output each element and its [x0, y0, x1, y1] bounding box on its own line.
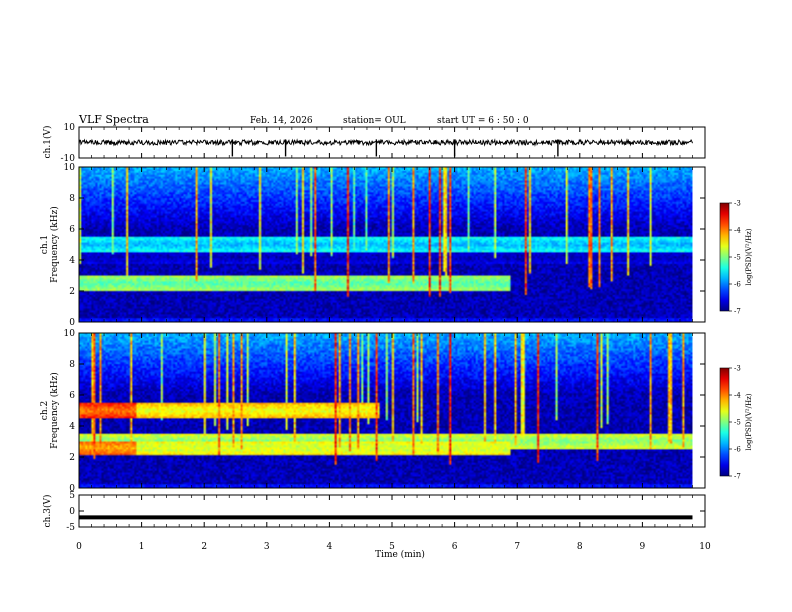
y-tick-label: 4 — [69, 422, 75, 432]
ch2-spectrogram-ylabel: Frequency (kHz) — [49, 372, 60, 449]
ch1-spectrogram-colorbar-label: log(PSD)(V²/Hz) — [745, 228, 753, 285]
ch1-trace — [78, 138, 693, 147]
y-tick-label: 8 — [69, 194, 75, 204]
x-tick-label: 5 — [389, 542, 395, 552]
start-ut-label: start UT = 6 : 50 : 0 — [437, 116, 529, 126]
ch3-ylabel: ch.3(V) — [42, 495, 53, 528]
x-tick-label: 4 — [327, 542, 333, 552]
colorbar-tick-label: -7 — [734, 308, 741, 316]
x-tick-label: 0 — [76, 542, 82, 552]
y-tick-label: 6 — [69, 391, 75, 401]
figure-title: VLF Spectra — [78, 113, 149, 126]
y-tick-label: 0 — [69, 484, 75, 494]
y-tick-label: 0 — [69, 318, 75, 328]
x-tick-label: 2 — [201, 542, 207, 552]
y-tick-label: 10 — [64, 123, 76, 133]
ch1-spectrogram-ylabel: Frequency (kHz) — [49, 206, 60, 283]
colorbar-tick-label: -5 — [734, 419, 741, 427]
ch1-spectrogram-image — [79, 167, 693, 322]
ch1-waveform-panel: 10 -10 ch.1(V) — [42, 123, 706, 164]
time-axis: 0 1 2 3 4 5 6 7 8 9 10 — [76, 542, 711, 552]
x-tick-label: 3 — [264, 542, 270, 552]
colorbar-tick-label: -6 — [734, 281, 741, 289]
x-tick-label: 1 — [139, 542, 145, 552]
ch2-spectrogram-title: ch.2 — [40, 401, 50, 420]
ch1-ylabel: ch.1(V) — [42, 126, 53, 159]
ch2-spectrogram-colorbar-label: log(PSD)(V²/Hz) — [745, 393, 753, 450]
y-tick-label: 0 — [69, 507, 75, 517]
x-tick-label: 6 — [452, 542, 458, 552]
y-tick-label: 10 — [64, 329, 76, 339]
xaxis-label: Time (min) — [375, 549, 425, 560]
y-tick-label: -10 — [61, 154, 76, 164]
colorbar-tick-label: -6 — [734, 446, 741, 454]
station-label: station= OUL — [343, 116, 406, 126]
colorbar-tick-label: -7 — [734, 473, 741, 481]
ch2-spectrogram-panel: 0 2 4 6 8 10 ch.2 Frequency (kHz) -3 -4 -5 -6 -7 log(… — [40, 329, 753, 494]
y-tick-label: 2 — [69, 287, 75, 297]
y-tick-label: 8 — [69, 360, 75, 370]
colorbar-tick-label: -4 — [734, 227, 741, 235]
y-tick-label: 4 — [69, 256, 75, 266]
x-tick-label: 7 — [514, 542, 520, 552]
ch1-spectrogram-title: ch.1 — [40, 235, 50, 254]
y-tick-label: 6 — [69, 225, 75, 235]
y-tick-label: -5 — [66, 523, 75, 533]
ch1-spectrogram-colorbar — [719, 202, 730, 312]
ch2-spectrogram-image — [79, 333, 693, 488]
y-tick-label: 10 — [64, 163, 76, 173]
date-label: Feb. 14, 2026 — [250, 116, 313, 126]
ch1-spectrogram-panel: 0 2 4 6 8 10 ch.1 Frequency (kHz) -3 -4 -5 -6 -7 log(… — [40, 163, 753, 328]
x-tick-label: 9 — [640, 542, 646, 552]
colorbar-tick-label: -5 — [734, 254, 741, 262]
y-tick-label: 5 — [69, 491, 75, 501]
colorbar-tick-label: -3 — [734, 365, 741, 373]
ch3-waveform-panel: 5 0 -5 ch.3(V) — [42, 491, 706, 533]
x-tick-label: 8 — [577, 542, 583, 552]
ch2-spectrogram-colorbar — [719, 367, 730, 477]
colorbar-tick-label: -3 — [734, 200, 741, 208]
x-tick-label: 10 — [699, 542, 711, 552]
colorbar-tick-label: -4 — [734, 392, 741, 400]
y-tick-label: 2 — [69, 453, 75, 463]
